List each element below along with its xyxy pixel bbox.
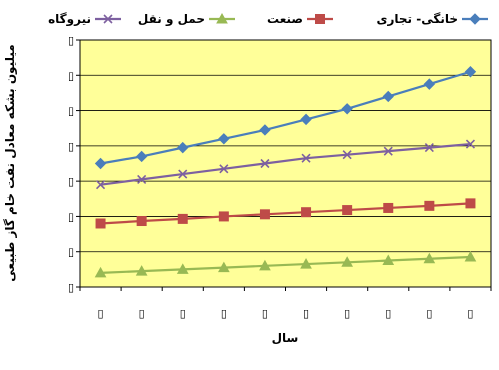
x-tick-labels: ▯ ▯ ▯ ▯ ▯ ▯ ▯ ▯ ▯ ▯ [79,287,492,320]
series-line [100,142,471,186]
data-point [301,153,311,163]
legend-label: خانگی- تجاری [376,12,458,26]
y-tick-label: ▯ [68,175,74,188]
series-layer [94,66,477,278]
x-tick-label: ▯ [180,307,186,320]
data-point [465,198,476,209]
series-0 [94,66,477,170]
series-2 [94,250,477,278]
legend-marker [469,13,481,25]
data-point [219,164,229,174]
legend: خانگی- تجاری صنعت حمل و نقل نیروگاه [48,12,488,27]
x-tick-label: ▯ [344,307,350,320]
data-point [423,252,436,264]
data-point [382,254,395,266]
data-point [424,200,435,211]
data-point [176,263,189,274]
y-tick-label: ▯ [68,281,74,294]
data-point [95,180,106,190]
legend-item: خانگی- تجاری [376,12,488,26]
data-point [94,266,107,278]
series-line [100,255,471,274]
data-point [177,213,188,224]
x-axis-title: سال [272,331,299,345]
legend-label: صنعت [267,12,303,26]
y-tick-label: ▯ [68,34,74,47]
data-point [259,259,271,271]
legend-marker [216,12,228,24]
legend-item: نیروگاه [48,12,121,27]
data-point [464,250,477,262]
y-tick-label: ▯ [68,210,74,223]
data-point [94,157,107,170]
series-1 [95,198,476,229]
series-3 [95,139,476,190]
y-tick-label: ▯ [68,246,74,259]
data-point [218,261,230,273]
data-point [341,103,353,115]
data-point [95,218,106,229]
data-point [300,258,312,269]
legend-label: حمل و نقل [138,12,205,27]
data-point [342,150,352,160]
data-point [423,78,436,90]
plot-area [79,39,492,288]
data-point [136,216,147,227]
data-point [383,202,394,213]
legend-marker [103,14,113,24]
data-point [300,113,312,126]
data-point [260,158,270,169]
x-tick-label: ▯ [139,307,145,320]
data-point [178,169,188,179]
data-point [383,146,393,156]
x-tick-label: ▯ [467,307,473,320]
series-line [100,202,471,225]
x-tick-label: ▯ [221,307,227,320]
data-point [135,150,148,163]
data-point [259,124,271,136]
data-point [465,139,476,149]
data-point [424,143,434,153]
data-point [382,90,394,103]
data-point [177,141,189,154]
legend-marker [315,14,325,24]
y-tick-labels: ▯ ▯ ▯ ▯ ▯ ▯ ▯ ▯ [68,34,80,294]
data-point [342,205,353,216]
gridlines [80,74,491,253]
x-tick-label: ▯ [98,307,104,320]
legend-label: نیروگاه [48,12,91,27]
y-tick-label: ▯ [68,105,74,118]
data-point [301,207,312,218]
x-tick-label: ▯ [303,307,309,320]
data-point [259,209,270,220]
data-point [218,133,230,145]
legend-item: حمل و نقل [138,12,235,27]
y-tick-label: ▯ [68,69,74,82]
x-tick-label: ▯ [426,307,432,320]
y-tick-label: ▯ [68,140,74,153]
x-tick-label: ▯ [385,307,391,320]
y-axis-title: میلیون بشکه معادل نفت خام گاز طبیعی [3,44,18,281]
data-point [218,211,229,222]
legend-item: صنعت [267,12,333,26]
data-point [137,174,147,184]
data-point [464,66,477,78]
series-line [100,70,471,165]
x-tick-label: ▯ [262,307,268,320]
data-point [341,256,353,267]
data-point [135,265,148,276]
